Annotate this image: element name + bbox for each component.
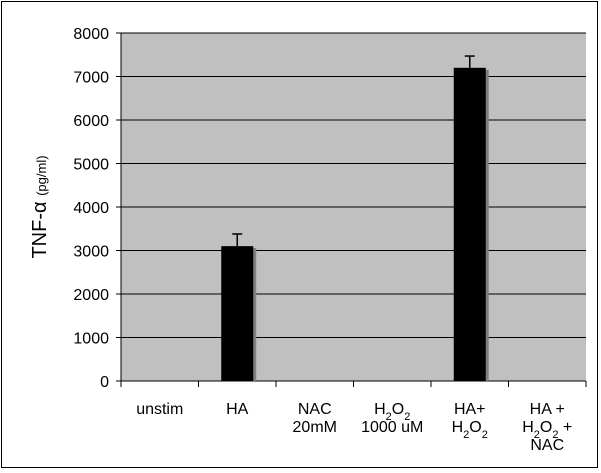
x-tick-label: unstim: [136, 401, 183, 418]
y-tick-label: 0: [100, 374, 109, 391]
y-axis-label: TNF-α (pg/ml): [29, 155, 51, 258]
y-tick-label: 8000: [73, 26, 109, 43]
y-tick-label: 6000: [73, 113, 109, 130]
y-tick-label: 5000: [73, 157, 109, 174]
y-tick-label: 7000: [73, 70, 109, 87]
x-tick-label: HA: [226, 401, 249, 418]
y-tick-label: 4000: [73, 200, 109, 217]
bar: [221, 246, 253, 381]
x-tick-label: HA+H2O2: [452, 401, 488, 441]
y-tick-label: 3000: [73, 244, 109, 261]
y-tick-label: 1000: [73, 331, 109, 348]
x-tick-label: HA +H2O2 +NAC: [522, 401, 572, 454]
bar: [454, 68, 486, 381]
y-tick-label: 2000: [73, 287, 109, 304]
